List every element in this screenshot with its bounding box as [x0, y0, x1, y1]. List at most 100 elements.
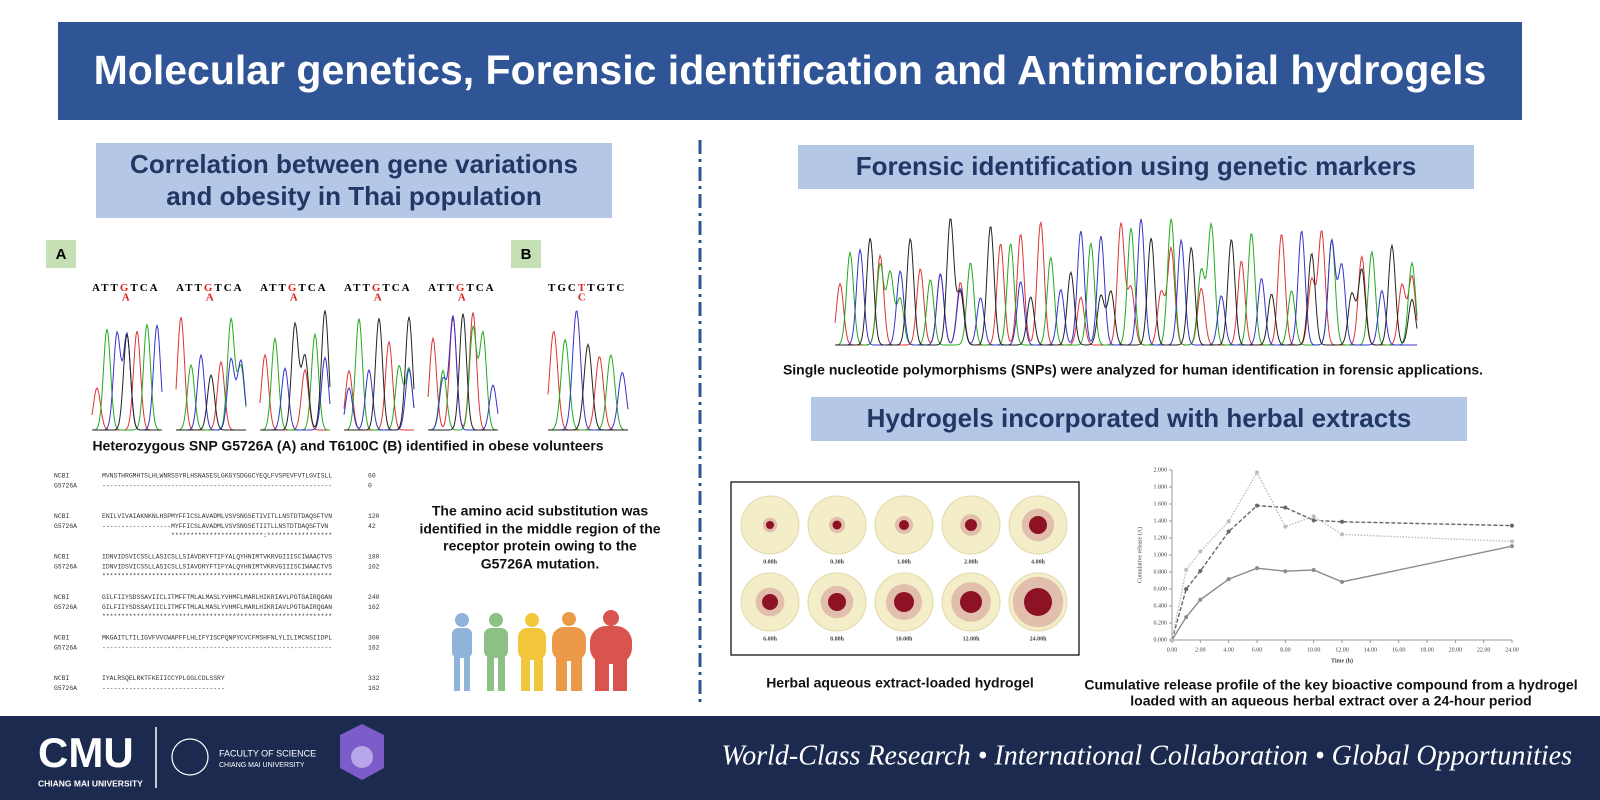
align-name: G5726A	[54, 564, 77, 571]
tagline: World-Class Research • International Col…	[721, 740, 1572, 771]
data-point	[1198, 568, 1203, 573]
sequence: ATTGTCA	[92, 282, 160, 294]
heading-box	[798, 145, 1474, 189]
align-name: G5726A	[54, 523, 77, 530]
align-stars: ****************************************…	[102, 573, 332, 580]
data-point	[1198, 549, 1203, 554]
align-pos: 162	[368, 604, 380, 611]
sequence-base: ATT	[260, 282, 288, 294]
x-tick-label: 22.00	[1477, 647, 1491, 653]
dish-label: 0.00h	[763, 559, 778, 565]
align-pos: 240	[368, 594, 380, 601]
data-point	[1184, 567, 1189, 572]
sequence-base: TCA	[298, 282, 327, 294]
data-point	[1198, 597, 1203, 602]
data-point	[1255, 503, 1259, 508]
extract-spot	[1024, 588, 1052, 616]
data-point	[1311, 514, 1316, 519]
x-tick-label: 18.00	[1420, 647, 1434, 653]
note: receptor protein owing to the	[443, 538, 637, 554]
data-point	[1226, 577, 1231, 582]
extract-spot	[762, 594, 778, 610]
align-name: NCBI	[54, 554, 70, 561]
align-name: NCBI	[54, 635, 70, 642]
x-tick-label: 14.00	[1364, 647, 1378, 653]
data-point	[1340, 532, 1344, 537]
alt-allele: C	[578, 292, 588, 304]
y-tick-label: 0.400	[1154, 603, 1168, 609]
x-tick-label: 8.00	[1280, 647, 1291, 653]
align-seq: GILFIIYSDSSAVIICLITMFFTMLALMASLYVHMFLMAR…	[102, 594, 332, 601]
sequence-base: ATT	[344, 282, 372, 294]
y-tick-label: 0.200	[1154, 620, 1168, 626]
dish-label: 0.30h	[830, 559, 845, 565]
alt-allele: A	[206, 292, 216, 304]
data-point	[1226, 529, 1231, 534]
align-seq: GILFIIYSDSSAVIICLITMFFTMLALMASLYVHMFLMAR…	[102, 604, 332, 611]
y-tick-label: 0.000	[1154, 637, 1168, 643]
title: Molecular genetics, Forensic identificat…	[94, 47, 1487, 93]
y-tick-label: 1.800	[1154, 484, 1168, 490]
align-seq: ------------------MYFFICSLAVADMLVSVSNGSE…	[102, 523, 328, 530]
data-point	[1184, 615, 1189, 620]
panel-label: A	[56, 246, 67, 263]
sequence: TGCTTGTC	[548, 282, 626, 294]
chromatogram-trace	[428, 313, 498, 431]
chromatogram-trace	[344, 318, 415, 431]
x-tick-label: 2.00	[1195, 647, 1206, 653]
dish-label: 2.00h	[964, 559, 979, 565]
data-point	[1510, 539, 1514, 544]
heading-box	[96, 143, 612, 218]
align-name: G5726A	[54, 604, 77, 611]
y-tick-label: 1.400	[1154, 518, 1168, 524]
logo: CMU	[38, 729, 134, 776]
align-pos: 180	[368, 554, 380, 561]
university: CHIANG MAI UNIVERSITY	[38, 778, 143, 788]
align-pos: 102	[368, 564, 380, 571]
align-name: NCBI	[54, 594, 70, 601]
heading: and obesity in Thai population	[166, 181, 542, 211]
align-name: G5726A	[54, 483, 77, 490]
align-pos: 162	[368, 685, 380, 692]
align-seq: ENILVIVAIAKNKNLHSPMYFFICSLAVADMLVSVSNGSE…	[102, 513, 332, 520]
chromatogram-trace	[92, 332, 162, 431]
panel-label-box	[511, 240, 541, 268]
chromatogram-trace	[548, 338, 628, 431]
x-tick-label: 10.00	[1307, 647, 1321, 653]
panel-label-box	[46, 240, 76, 268]
caption: Cumulative release profile of the key bi…	[1084, 677, 1577, 693]
faculty: FACULTY OF SCIENCE	[219, 748, 316, 758]
data-point	[1255, 566, 1259, 571]
align-name: G5726A	[54, 645, 77, 652]
x-tick-label: 24.00	[1505, 647, 1519, 653]
data-point	[1340, 579, 1344, 584]
heading: Forensic identification using genetic ma…	[856, 151, 1417, 181]
data-point	[1170, 638, 1174, 642]
align-seq: MKGAITLTILIGVFVVCWAPFFLHLIFYISCPQNPYCVCF…	[102, 635, 332, 642]
align-seq: IYALRSQELRKTFKEIICCYPLGGLCDLSSRY	[102, 675, 225, 682]
sequence-base: G	[288, 282, 299, 294]
align-pos: 42	[368, 523, 376, 530]
extract-spot	[766, 521, 774, 529]
data-point	[1311, 567, 1316, 572]
heading: Hydrogels incorporated with herbal extra…	[867, 403, 1412, 433]
align-seq: --------------------------------	[102, 685, 225, 692]
data-point	[1311, 518, 1316, 523]
extract-spot	[828, 593, 846, 611]
dish-label: 10.00h	[896, 636, 914, 642]
note: G5726A mutation.	[481, 556, 600, 572]
align-seq: MVNSTHRGMHTSLHLWNRSSYRLHSNASESLGKGYSDGGC…	[102, 473, 332, 480]
alt-allele: A	[290, 292, 300, 304]
dish-label: 4.00h	[1031, 559, 1046, 565]
extract-spot	[1029, 516, 1047, 534]
caption: Herbal aqueous extract-loaded hydrogel	[766, 675, 1034, 691]
chromatogram-trace	[176, 316, 247, 431]
extract-spot	[960, 591, 982, 613]
data-point	[1510, 544, 1514, 549]
chromatogram-trace	[260, 310, 331, 431]
sequence-base: ATT	[92, 282, 120, 294]
dish-label: 12.00h	[963, 636, 981, 642]
align-pos: 162	[368, 645, 380, 652]
sequence-base: TCA	[130, 282, 159, 294]
